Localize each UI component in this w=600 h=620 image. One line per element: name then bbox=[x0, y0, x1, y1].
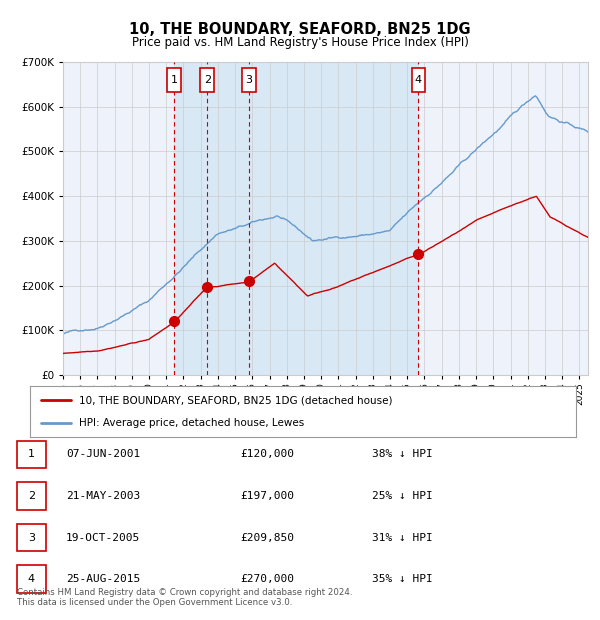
FancyBboxPatch shape bbox=[412, 68, 425, 92]
Text: 38% ↓ HPI: 38% ↓ HPI bbox=[372, 450, 433, 459]
FancyBboxPatch shape bbox=[242, 68, 256, 92]
Text: 3: 3 bbox=[28, 533, 35, 542]
Text: 07-JUN-2001: 07-JUN-2001 bbox=[66, 450, 140, 459]
FancyBboxPatch shape bbox=[167, 68, 181, 92]
Text: £197,000: £197,000 bbox=[240, 491, 294, 501]
Text: £209,850: £209,850 bbox=[240, 533, 294, 542]
Text: 31% ↓ HPI: 31% ↓ HPI bbox=[372, 533, 433, 542]
Text: 35% ↓ HPI: 35% ↓ HPI bbox=[372, 574, 433, 584]
Text: £120,000: £120,000 bbox=[240, 450, 294, 459]
Text: 25% ↓ HPI: 25% ↓ HPI bbox=[372, 491, 433, 501]
Text: £270,000: £270,000 bbox=[240, 574, 294, 584]
Text: Contains HM Land Registry data © Crown copyright and database right 2024.
This d: Contains HM Land Registry data © Crown c… bbox=[17, 588, 352, 607]
Text: 21-MAY-2003: 21-MAY-2003 bbox=[66, 491, 140, 501]
Text: 10, THE BOUNDARY, SEAFORD, BN25 1DG (detached house): 10, THE BOUNDARY, SEAFORD, BN25 1DG (det… bbox=[79, 396, 392, 405]
Text: 3: 3 bbox=[245, 75, 253, 85]
Text: 1: 1 bbox=[170, 75, 178, 85]
Bar bbox=[174, 62, 418, 375]
Text: 4: 4 bbox=[415, 75, 422, 85]
FancyBboxPatch shape bbox=[200, 68, 214, 92]
Text: 2: 2 bbox=[203, 75, 211, 85]
Text: 1: 1 bbox=[28, 450, 35, 459]
Text: 19-OCT-2005: 19-OCT-2005 bbox=[66, 533, 140, 542]
Text: 25-AUG-2015: 25-AUG-2015 bbox=[66, 574, 140, 584]
Text: 2: 2 bbox=[28, 491, 35, 501]
Text: HPI: Average price, detached house, Lewes: HPI: Average price, detached house, Lewe… bbox=[79, 418, 304, 428]
Text: 4: 4 bbox=[28, 574, 35, 584]
Text: Price paid vs. HM Land Registry's House Price Index (HPI): Price paid vs. HM Land Registry's House … bbox=[131, 36, 469, 49]
Text: 10, THE BOUNDARY, SEAFORD, BN25 1DG: 10, THE BOUNDARY, SEAFORD, BN25 1DG bbox=[129, 22, 471, 37]
